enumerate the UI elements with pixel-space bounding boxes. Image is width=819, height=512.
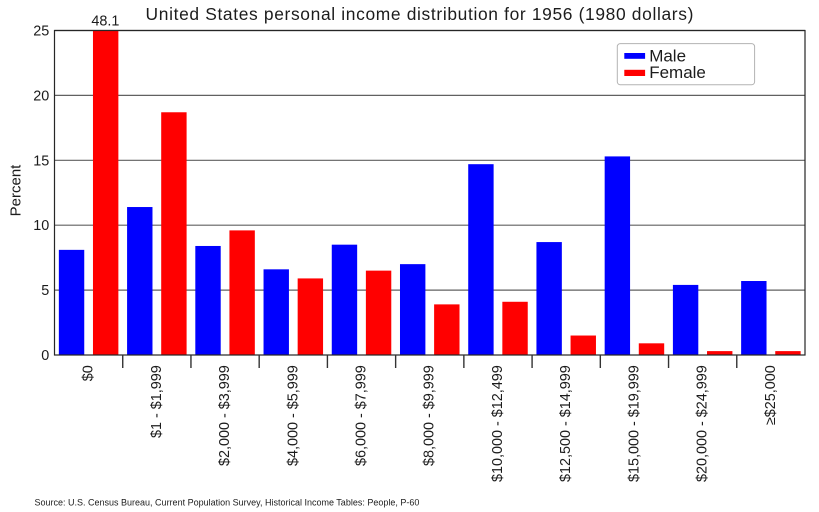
- svg-text:$20,000 - $24,999: $20,000 - $24,999: [695, 365, 711, 482]
- svg-text:$2,000 - $3,999: $2,000 - $3,999: [217, 365, 233, 466]
- svg-text:5: 5: [41, 283, 49, 299]
- svg-text:0: 0: [41, 348, 49, 364]
- svg-text:Percent: Percent: [7, 164, 24, 217]
- svg-text:$0: $0: [81, 365, 97, 381]
- svg-text:20: 20: [33, 88, 49, 104]
- svg-text:$15,000 - $19,999: $15,000 - $19,999: [626, 365, 642, 482]
- svg-text:Source: U.S. Census Bureau, Cu: Source: U.S. Census Bureau, Current Popu…: [35, 498, 420, 508]
- svg-text:≥$25,000: ≥$25,000: [763, 365, 779, 425]
- svg-text:10: 10: [33, 218, 49, 234]
- svg-text:$8,000 - $9,999: $8,000 - $9,999: [422, 365, 438, 466]
- svg-text:Female: Female: [649, 63, 706, 82]
- svg-text:$12,500 - $14,999: $12,500 - $14,999: [558, 365, 574, 482]
- svg-text:$10,000 - $12,499: $10,000 - $12,499: [490, 365, 506, 482]
- svg-text:25: 25: [33, 24, 49, 40]
- svg-text:15: 15: [33, 153, 49, 169]
- svg-text:$1 - $1,999: $1 - $1,999: [149, 365, 165, 438]
- svg-text:48.1: 48.1: [91, 13, 119, 29]
- svg-text:$6,000 - $7,999: $6,000 - $7,999: [354, 365, 370, 466]
- svg-text:Male: Male: [649, 46, 686, 65]
- svg-text:$4,000 - $5,999: $4,000 - $5,999: [285, 365, 301, 466]
- svg-text:United States personal income: United States personal income distributi…: [146, 4, 694, 24]
